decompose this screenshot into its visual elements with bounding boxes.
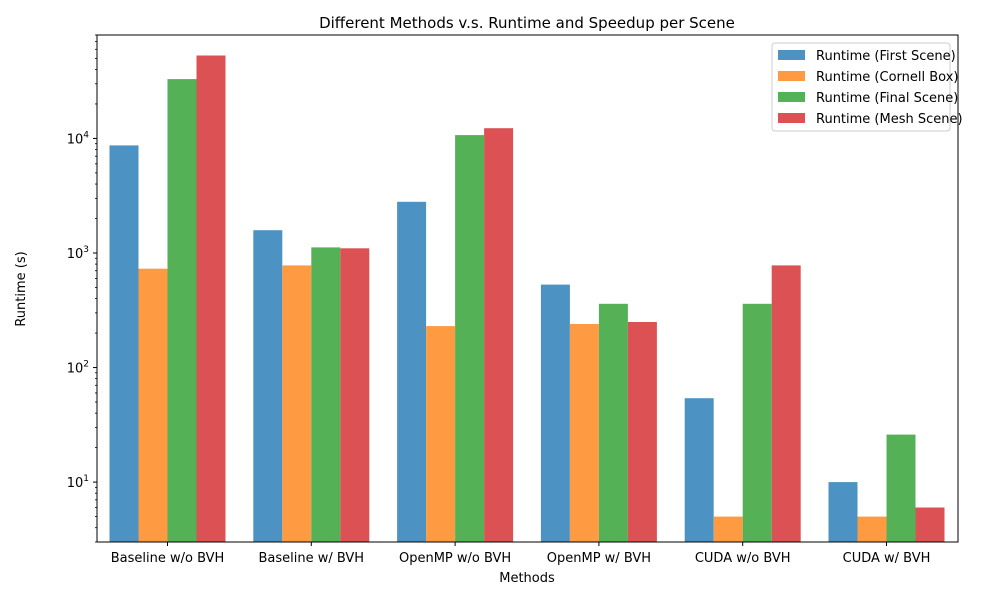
- legend-swatch: [778, 113, 805, 123]
- legend-label: Runtime (Cornell Box): [816, 70, 958, 85]
- bar-4-5: [771, 265, 801, 542]
- legend-label: Runtime (First Scene): [816, 49, 956, 64]
- legend-label: Runtime (Final Scene): [816, 91, 958, 106]
- plot-frame: [96, 34, 959, 543]
- bars-group: [109, 55, 945, 543]
- bar-4-6: [915, 507, 945, 542]
- bar-2-4: [569, 324, 599, 542]
- bar-4-4: [627, 322, 657, 542]
- chart-title: Different Methods v.s. Runtime and Speed…: [319, 14, 735, 32]
- y-tick-label: 102: [67, 360, 89, 377]
- x-tick-label: CUDA w/o BVH: [695, 551, 791, 566]
- bar-4-1: [196, 55, 226, 542]
- y-tick-label: 104: [67, 130, 90, 147]
- bar-2-2: [282, 265, 312, 542]
- bar-1-4: [540, 284, 570, 542]
- x-axis: Baseline w/o BVH Baseline w/ BVH OpenMP w/…: [111, 542, 931, 566]
- bar-3-2: [311, 247, 341, 542]
- bar-2-1: [138, 268, 168, 542]
- bar-2-3: [426, 326, 456, 542]
- bar-3-4: [598, 303, 628, 542]
- legend-swatch: [778, 71, 805, 81]
- bar-1-1: [109, 145, 139, 542]
- bar-1-6: [828, 482, 858, 542]
- y-tick-label: 101: [67, 474, 89, 491]
- bar-2-5: [713, 516, 743, 542]
- legend-box: [771, 42, 951, 132]
- bar-1-5: [684, 398, 714, 542]
- bar-1-2: [253, 230, 283, 542]
- x-axis-label: Methods: [499, 571, 555, 586]
- legend-label: Runtime (Mesh Scene): [816, 112, 963, 127]
- legend: Runtime (First Scene) Runtime (Cornell Bo…: [771, 42, 963, 132]
- x-tick-label: OpenMP w/o BVH: [399, 551, 511, 566]
- y-axis: 101 102 103 104: [67, 34, 97, 543]
- bar-1-3: [397, 201, 427, 543]
- x-tick-label: Baseline w/ BVH: [259, 551, 365, 566]
- x-tick-label: Baseline w/o BVH: [111, 551, 225, 566]
- bar-2-6: [857, 516, 887, 542]
- bar-4-3: [484, 128, 514, 542]
- legend-swatch: [778, 50, 805, 60]
- x-tick-label: OpenMP w/ BVH: [547, 551, 651, 566]
- bar-3-3: [455, 135, 485, 542]
- bar-4-2: [340, 248, 370, 543]
- bar-3-6: [886, 434, 916, 542]
- bar-3-1: [167, 79, 197, 542]
- y-axis-label: Runtime (s): [14, 251, 29, 326]
- x-tick-label: CUDA w/ BVH: [843, 551, 931, 566]
- legend-swatch: [778, 92, 805, 102]
- bar-3-5: [742, 303, 772, 542]
- y-tick-label: 103: [67, 245, 89, 262]
